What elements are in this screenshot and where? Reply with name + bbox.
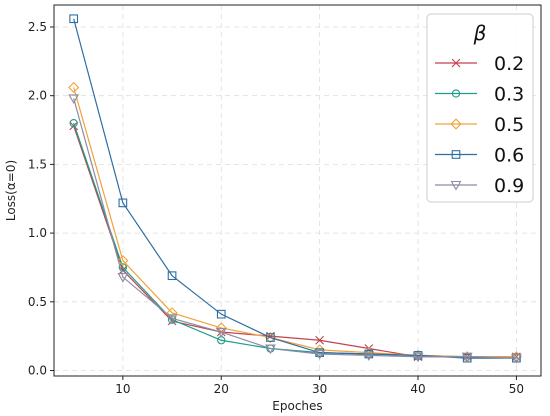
- series-line: [73, 87, 517, 358]
- legend-marker: [450, 118, 462, 130]
- legend-label: 0.9: [494, 175, 524, 197]
- data-point: [69, 14, 79, 24]
- data-point: [166, 314, 178, 324]
- data-point: [167, 271, 177, 281]
- data-point: [215, 327, 227, 338]
- legend-item: 0.6: [435, 145, 524, 167]
- legend-item: 0.9: [435, 175, 524, 197]
- data-point: [118, 263, 128, 272]
- y-tick-label: 1.0: [28, 226, 47, 240]
- legend-item: 0.2: [435, 53, 524, 75]
- data-point: [69, 121, 79, 131]
- legend-item: 0.3: [435, 84, 524, 106]
- data-point: [216, 309, 226, 319]
- x-tick-label: 10: [115, 382, 130, 396]
- y-axis: 0.0 0.5 1.0 1.5 2.0 2.5: [28, 20, 54, 378]
- y-tick-label: 2.0: [28, 89, 47, 103]
- x-tick-label: 50: [509, 382, 524, 396]
- data-point: [69, 119, 78, 128]
- data-point: [118, 198, 128, 208]
- series-0.9: [68, 94, 522, 364]
- y-axis-label: Loss(α=0): [4, 160, 18, 221]
- legend-marker: [451, 150, 461, 159]
- y-tick-label: 0.5: [28, 295, 47, 309]
- plot-frame: [53, 4, 542, 377]
- legend-label: 0.5: [494, 114, 524, 136]
- legend-item: 0.5: [435, 114, 524, 136]
- data-point: [461, 352, 473, 363]
- data-point: [117, 255, 129, 267]
- legend-label: 0.2: [494, 53, 524, 75]
- legend-title: β: [473, 21, 487, 45]
- legend-items: 0.2 0.3 0.5 0.6 0.9: [435, 53, 524, 197]
- data-point: [315, 335, 325, 345]
- data-point: [510, 354, 522, 364]
- y-tick-label: 2.5: [28, 20, 47, 34]
- legend-label: 0.3: [494, 84, 524, 106]
- data-point: [314, 349, 326, 360]
- data-point: [117, 273, 129, 283]
- data-point: [68, 94, 80, 105]
- data-point: [265, 344, 276, 355]
- series-line: [73, 98, 517, 359]
- legend-label: 0.6: [494, 145, 524, 167]
- legend-marker: [451, 89, 461, 98]
- data-point: [412, 352, 424, 363]
- data-point: [266, 333, 275, 342]
- x-tick-label: 20: [214, 382, 229, 396]
- data-point: [68, 81, 80, 94]
- legend-marker: [451, 58, 461, 68]
- legend: β 0.2 0.3 0.5 0.6 0.9: [426, 13, 534, 203]
- x-axis: 10 20 30 40 50: [115, 376, 524, 396]
- x-tick-label: 30: [312, 382, 327, 396]
- series-layer: [68, 14, 522, 364]
- y-tick-label: 0.0: [28, 364, 47, 378]
- legend-marker: [450, 180, 462, 191]
- y-tick-label: 1.5: [28, 157, 47, 171]
- x-tick-label: 40: [410, 382, 425, 396]
- x-axis-label: Epoches: [272, 399, 322, 413]
- data-point: [363, 351, 375, 362]
- data-point: [215, 322, 227, 334]
